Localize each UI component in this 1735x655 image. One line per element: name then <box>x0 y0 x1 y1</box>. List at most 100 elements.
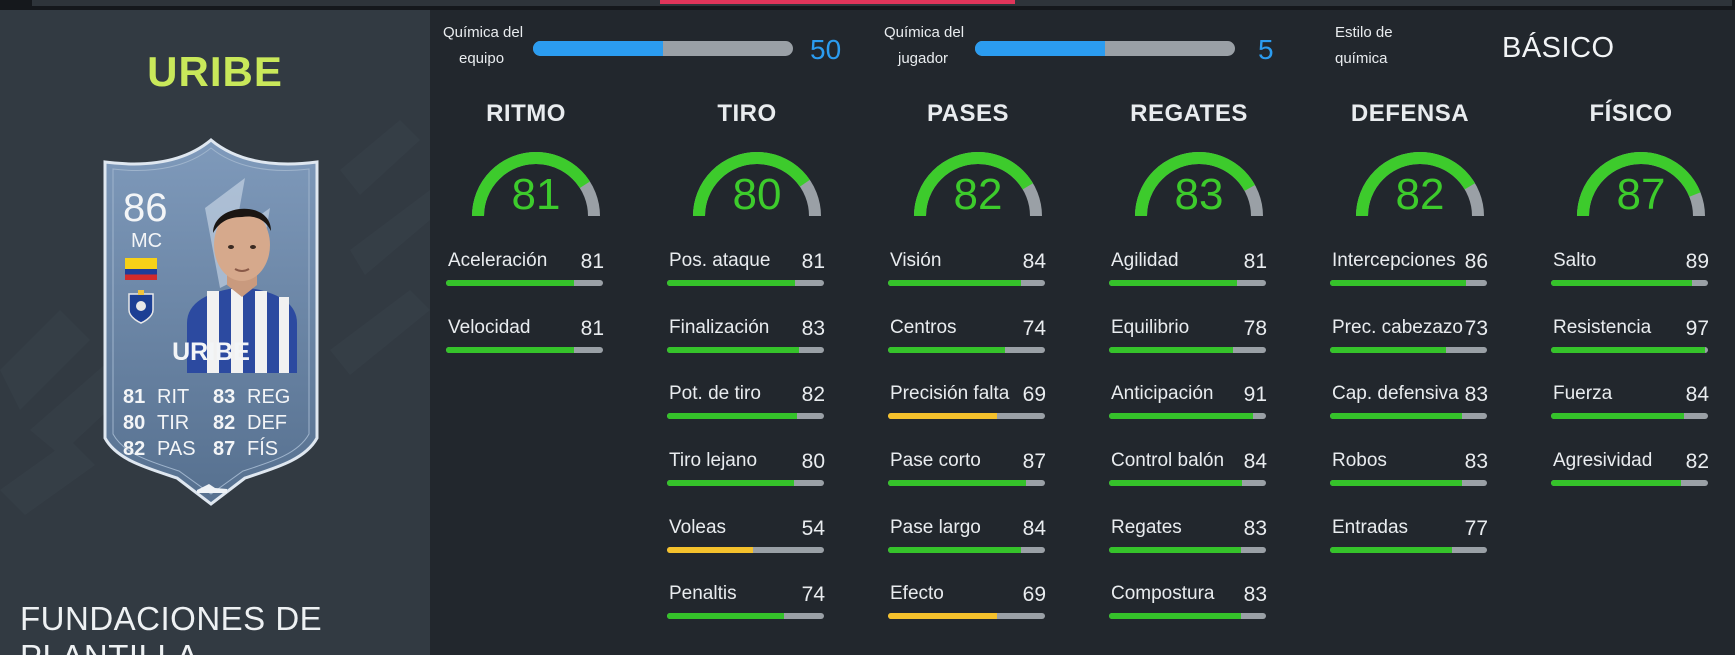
team-chemistry-label: Química del equipo <box>443 24 524 67</box>
attribute-row: Agresividad 82 <box>1551 450 1711 490</box>
attribute-bar-fill <box>1109 480 1243 486</box>
category-gauge <box>1577 152 1705 217</box>
player-chemistry-label: Química del jugador <box>884 24 965 67</box>
attribute-name: Compostura <box>1111 583 1215 604</box>
attribute-name: Agresividad <box>1553 450 1653 471</box>
card-rating: 86 <box>123 186 168 230</box>
club-badge-icon <box>128 290 154 324</box>
attribute-name: Penaltis <box>669 583 737 604</box>
attribute-bar-fill <box>1330 547 1453 553</box>
attribute-bar <box>1109 480 1266 486</box>
attribute-row: Fuerza 84 <box>1551 383 1711 423</box>
category-gauge <box>472 152 600 217</box>
stat-column-5: FÍSICO 87 Salto 89 Resistencia 97 Fuerza 84 Agre… <box>1551 100 1711 640</box>
player-card[interactable]: 86 MC URIBE 81 RIT <box>95 138 327 506</box>
attribute-row: Voleas 54 <box>667 517 827 557</box>
category-title: RITMO <box>486 100 566 127</box>
player-photo <box>187 208 297 373</box>
attribute-row: Pase corto 87 <box>888 450 1048 490</box>
category-title: DEFENSA <box>1350 100 1470 127</box>
attribute-row: Aceleración 81 <box>446 250 606 290</box>
attribute-bar-fill <box>667 613 785 619</box>
card-stat: 81 RIT <box>123 386 190 408</box>
attribute-bar-fill <box>1551 480 1682 486</box>
gauge-fill <box>472 152 600 217</box>
gauge-fill <box>1356 152 1484 217</box>
top-bar <box>0 0 1735 10</box>
attribute-bar <box>667 613 824 619</box>
attribute-row: Agilidad 81 <box>1109 250 1269 290</box>
attribute-row: Prec. cabezazo 73 <box>1330 317 1490 357</box>
attribute-bar-fill <box>667 480 794 486</box>
attribute-value: 73 <box>1464 317 1488 340</box>
attribute-bar <box>888 480 1045 486</box>
attribute-bar-fill <box>667 280 796 286</box>
attribute-bar <box>446 347 603 353</box>
attribute-bar-fill <box>1330 280 1467 286</box>
chemistry-style-value[interactable]: BÁSICO <box>1502 32 1615 64</box>
attribute-value: 81 <box>1243 250 1267 273</box>
attribute-bar <box>667 413 824 419</box>
attribute-row: Finalización 83 <box>667 317 827 357</box>
category-title: REGATES <box>1130 100 1248 127</box>
attribute-name: Prec. cabezazo <box>1332 317 1463 338</box>
category-value: 87 <box>1616 170 1666 219</box>
attribute-bar <box>1109 413 1266 419</box>
attribute-value: 87 <box>1022 450 1046 473</box>
attribute-value: 97 <box>1685 317 1709 340</box>
attribute-row: Entradas 77 <box>1330 517 1490 557</box>
attribute-value: 74 <box>1022 317 1046 340</box>
attribute-bar <box>667 347 824 353</box>
attribute-value: 86 <box>1464 250 1488 273</box>
attribute-row: Control balón 84 <box>1109 450 1269 490</box>
category-value: 82 <box>953 170 1003 219</box>
attribute-row: Equilibrio 78 <box>1109 317 1269 357</box>
attribute-value: 74 <box>801 583 825 606</box>
attribute-name: Centros <box>890 317 957 338</box>
stat-column-2: PASES 82 Visión 84 Centros 74 Precisión falta 6… <box>888 100 1048 640</box>
stat-column-0: RITMO 81 Aceleración 81 Velocidad 81 <box>446 100 606 640</box>
attribute-name: Intercepciones <box>1332 250 1456 271</box>
attribute-bar-fill <box>1551 347 1705 353</box>
attribute-bar <box>446 280 603 286</box>
attribute-value: 54 <box>801 517 825 540</box>
attribute-bar <box>1551 413 1708 419</box>
attribute-value: 80 <box>801 450 825 473</box>
attribute-name: Anticipación <box>1111 383 1214 404</box>
category-title: PASES <box>926 100 1010 127</box>
attribute-bar-fill <box>888 613 998 619</box>
boot-icon <box>197 484 227 493</box>
gauge-fill <box>1135 152 1263 217</box>
attribute-bar-fill <box>888 480 1026 486</box>
team-chemistry-value: 50 <box>810 34 842 65</box>
attribute-value: 83 <box>801 317 825 340</box>
attribute-name: Resistencia <box>1553 317 1652 338</box>
colombia-flag-icon <box>125 258 157 280</box>
card-player-name: URIBE <box>172 338 250 366</box>
attribute-bar-fill <box>1109 613 1241 619</box>
attribute-bar <box>1551 480 1708 486</box>
attribute-name: Voleas <box>669 517 727 538</box>
attribute-value: 82 <box>1685 450 1709 473</box>
attribute-bar <box>1551 347 1708 353</box>
attribute-value: 78 <box>1243 317 1267 340</box>
attribute-value: 91 <box>1243 383 1267 406</box>
attribute-bar-fill <box>1551 280 1693 286</box>
attribute-bar <box>1109 613 1266 619</box>
attribute-bar <box>888 347 1045 353</box>
attribute-value: 83 <box>1243 583 1267 606</box>
attribute-name: Efecto <box>890 583 944 604</box>
attribute-row: Precisión falta 69 <box>888 383 1048 423</box>
attribute-value: 89 <box>1685 250 1709 273</box>
attribute-value: 81 <box>801 250 825 273</box>
gauge-fill <box>693 152 821 217</box>
attribute-row: Velocidad 81 <box>446 317 606 357</box>
attribute-bar-fill <box>1330 413 1462 419</box>
attribute-value: 82 <box>801 383 825 406</box>
stat-column-4: DEFENSA 82 Intercepciones 86 Prec. cabezazo 7… <box>1330 100 1490 640</box>
attribute-name: Agilidad <box>1111 250 1179 271</box>
attribute-row: Cap. defensiva 83 <box>1330 383 1490 423</box>
attribute-bar-fill <box>667 413 798 419</box>
attribute-value: 84 <box>1685 383 1709 406</box>
player-chemistry-bar <box>975 41 1235 56</box>
